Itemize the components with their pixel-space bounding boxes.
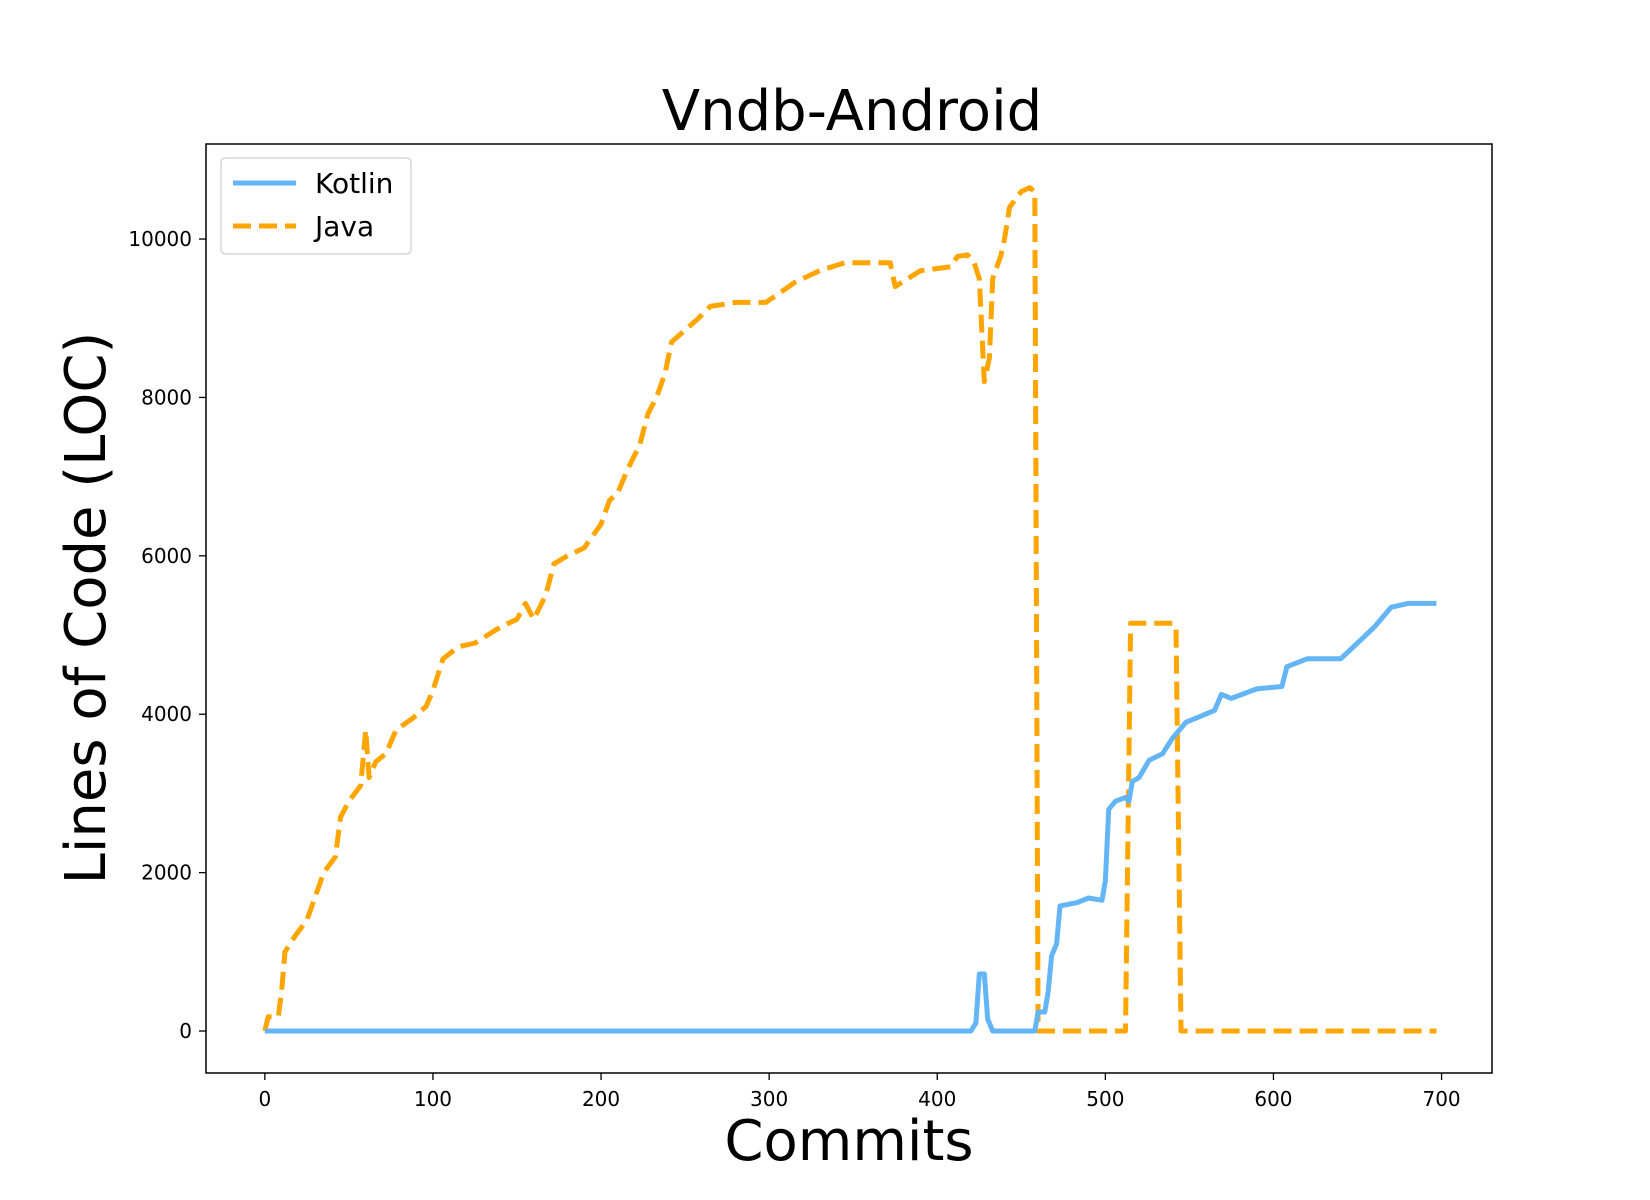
legend: Kotlin Java xyxy=(220,157,412,255)
x-tick-label: 300 xyxy=(750,1087,788,1111)
x-tick-label: 100 xyxy=(414,1087,452,1111)
y-tick-label: 6000 xyxy=(141,544,192,568)
y-tick-label: 8000 xyxy=(141,385,192,409)
y-tick-label: 10000 xyxy=(128,227,192,251)
y-tick-label: 2000 xyxy=(141,861,192,885)
x-tick-label: 700 xyxy=(1422,1087,1460,1111)
y-tick-label: 0 xyxy=(179,1019,192,1043)
x-tick-label: 400 xyxy=(918,1087,956,1111)
x-tick-label: 500 xyxy=(1086,1087,1124,1111)
y-tick-label: 4000 xyxy=(141,702,192,726)
x-tick-label: 600 xyxy=(1254,1087,1292,1111)
y-axis-title: Lines of Code (LOC) xyxy=(54,332,119,885)
x-tick-label: 0 xyxy=(258,1087,271,1111)
plot-frame xyxy=(205,143,1493,1074)
x-axis-title: Commits xyxy=(724,1109,973,1174)
series-line-java xyxy=(262,185,1437,1034)
series-line-kotlin xyxy=(264,600,1437,1034)
x-tick-label: 200 xyxy=(582,1087,620,1111)
chart-title: Vndb-Android xyxy=(662,79,1042,144)
legend-label-kotlin: Kotlin xyxy=(315,167,393,200)
legend-label-java: Java xyxy=(313,210,374,243)
